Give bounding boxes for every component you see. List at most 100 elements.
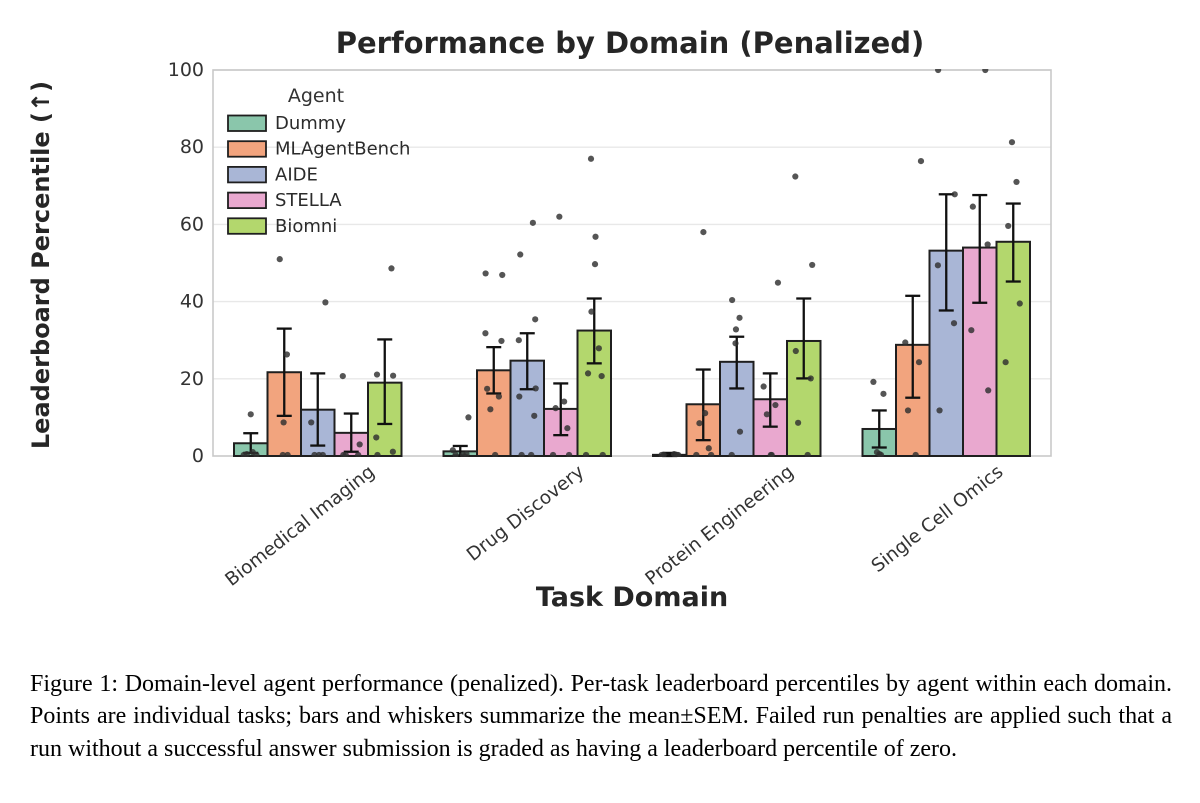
- data-point: [498, 337, 505, 345]
- data-point: [247, 411, 254, 418]
- data-point: [1016, 300, 1023, 307]
- x-tick-label: Biomedical Imaging: [222, 461, 379, 590]
- data-point: [599, 451, 606, 457]
- data-point: [774, 279, 782, 286]
- data-point: [1005, 222, 1012, 230]
- data-point: [1008, 139, 1016, 146]
- task-points: [240, 69, 1023, 457]
- y-tick-label: 0: [192, 445, 204, 467]
- data-point: [658, 451, 665, 457]
- data-point: [772, 401, 779, 409]
- data-point: [276, 256, 283, 263]
- data-point: [279, 451, 286, 457]
- y-tick-label: 100: [168, 59, 204, 81]
- data-point: [1013, 178, 1020, 186]
- data-point: [982, 69, 989, 74]
- data-point: [355, 451, 362, 457]
- data-point: [675, 451, 682, 457]
- data-point: [283, 351, 290, 358]
- data-point: [556, 213, 563, 220]
- y-tick-label: 60: [180, 213, 204, 235]
- data-point: [495, 393, 502, 400]
- data-point: [1002, 359, 1009, 366]
- data-point: [767, 451, 774, 457]
- data-point: [792, 347, 799, 355]
- data-point: [390, 372, 397, 379]
- chart-title: Performance by Domain (Penalized): [335, 26, 925, 60]
- data-point: [449, 447, 456, 454]
- data-point: [702, 410, 709, 417]
- data-point: [807, 375, 814, 382]
- data-point: [736, 428, 744, 435]
- data-point: [728, 451, 735, 457]
- data-point: [732, 326, 740, 333]
- data-point: [515, 337, 522, 344]
- data-point: [877, 451, 885, 457]
- data-point: [934, 262, 941, 269]
- legend-label-STELLA: STELLA: [275, 190, 342, 211]
- legend-swatch-Biomni: [227, 217, 267, 235]
- legend-swatch-MLAgentBench: [227, 140, 267, 158]
- data-point: [322, 299, 329, 306]
- data-point: [484, 385, 491, 392]
- data-point: [564, 425, 571, 432]
- data-point: [499, 271, 506, 279]
- data-point: [308, 419, 315, 426]
- data-point: [339, 372, 346, 380]
- x-tick-label: Protein Engineering: [642, 461, 798, 589]
- data-point: [763, 411, 770, 418]
- data-point: [902, 339, 909, 346]
- data-point: [792, 173, 799, 180]
- y-tick-label: 20: [180, 368, 204, 390]
- data-point: [487, 406, 494, 413]
- data-point: [518, 451, 525, 457]
- legend-swatch-AIDE: [227, 165, 267, 184]
- data-point: [492, 451, 499, 457]
- data-point: [356, 441, 363, 448]
- data-point: [588, 308, 595, 315]
- data-point: [705, 445, 712, 452]
- x-axis-label: Task Domain: [535, 582, 729, 613]
- legend-swatch-Dummy: [227, 114, 267, 132]
- data-point: [950, 320, 958, 327]
- data-point: [587, 155, 595, 162]
- data-point: [700, 229, 707, 236]
- data-point: [342, 451, 349, 457]
- legend-swatch-STELLA: [227, 191, 267, 210]
- data-point: [459, 451, 467, 457]
- data-point: [880, 390, 887, 397]
- data-point: [240, 451, 247, 457]
- data-point: [804, 451, 811, 457]
- data-point: [968, 327, 975, 334]
- data-point: [795, 419, 802, 426]
- data-point: [591, 261, 599, 268]
- data-point: [561, 398, 568, 405]
- data-point: [529, 219, 536, 226]
- bar-Biomni: [576, 329, 612, 457]
- data-point: [388, 265, 395, 272]
- data-point: [598, 372, 605, 380]
- y-tick-label: 80: [180, 136, 204, 158]
- data-point: [870, 378, 877, 385]
- data-point: [532, 316, 539, 323]
- data-point: [284, 451, 291, 457]
- data-point: [315, 451, 323, 457]
- data-point: [452, 451, 459, 457]
- data-point: [904, 407, 912, 414]
- data-point: [584, 370, 592, 377]
- data-point: [693, 451, 700, 457]
- data-point: [552, 405, 559, 412]
- figure-caption: Figure 1: Domain-level agent performance…: [30, 671, 1172, 762]
- data-point: [253, 451, 260, 457]
- data-point: [917, 157, 925, 165]
- data-point: [935, 69, 942, 74]
- data-point: [389, 448, 396, 455]
- x-tick-label: Single Cell Omics: [868, 461, 1008, 577]
- y-tick-label: 40: [180, 291, 204, 313]
- data-point: [592, 233, 599, 240]
- data-point: [582, 451, 590, 457]
- data-point: [936, 407, 943, 414]
- data-point: [915, 359, 923, 366]
- data-point: [708, 451, 715, 457]
